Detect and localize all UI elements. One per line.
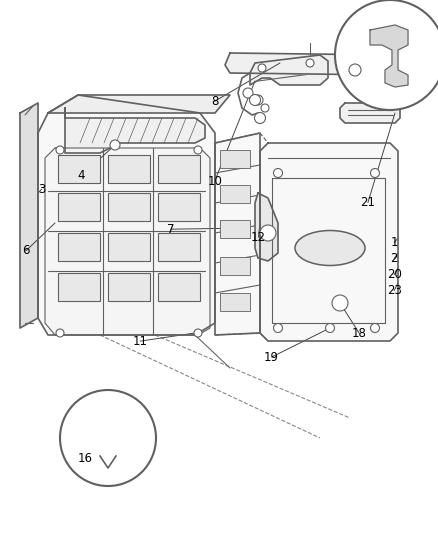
Circle shape <box>258 64 266 72</box>
Text: 21: 21 <box>360 196 375 209</box>
Polygon shape <box>38 95 215 335</box>
Circle shape <box>332 295 348 311</box>
Circle shape <box>349 64 361 76</box>
Polygon shape <box>45 148 210 335</box>
Polygon shape <box>260 143 398 341</box>
Text: 2: 2 <box>390 252 398 265</box>
Bar <box>158 155 200 183</box>
Bar <box>220 293 250 311</box>
Circle shape <box>243 88 253 98</box>
Text: 8: 8 <box>211 95 218 108</box>
Text: 18: 18 <box>352 327 367 340</box>
Text: 1: 1 <box>390 236 398 249</box>
Circle shape <box>253 95 263 105</box>
Polygon shape <box>48 95 230 113</box>
Circle shape <box>194 329 202 337</box>
Bar <box>108 273 150 301</box>
Polygon shape <box>65 108 205 153</box>
Polygon shape <box>225 53 395 75</box>
Text: 19: 19 <box>264 351 279 364</box>
Text: 4: 4 <box>77 169 85 182</box>
Bar <box>158 233 200 261</box>
Text: 11: 11 <box>133 335 148 348</box>
Circle shape <box>56 146 64 154</box>
Circle shape <box>110 140 120 150</box>
Circle shape <box>371 168 379 177</box>
Polygon shape <box>340 103 400 123</box>
Bar <box>158 273 200 301</box>
Text: 3: 3 <box>38 183 45 196</box>
Bar <box>58 155 100 183</box>
Polygon shape <box>215 133 260 335</box>
Bar <box>220 257 250 275</box>
Polygon shape <box>250 55 328 85</box>
Circle shape <box>385 59 395 69</box>
Circle shape <box>254 112 265 124</box>
Bar <box>108 155 150 183</box>
Bar <box>108 193 150 221</box>
Bar <box>220 220 250 238</box>
Circle shape <box>260 225 276 241</box>
Circle shape <box>194 146 202 154</box>
Circle shape <box>261 104 269 112</box>
Circle shape <box>250 94 261 106</box>
Ellipse shape <box>295 230 365 265</box>
Bar <box>108 233 150 261</box>
Polygon shape <box>370 25 408 87</box>
Polygon shape <box>255 193 278 261</box>
Circle shape <box>273 168 283 177</box>
Circle shape <box>56 329 64 337</box>
Bar <box>220 150 250 168</box>
Circle shape <box>60 390 156 486</box>
Polygon shape <box>20 103 38 328</box>
Circle shape <box>306 59 314 67</box>
Text: 6: 6 <box>22 244 30 257</box>
Circle shape <box>371 324 379 333</box>
Circle shape <box>335 0 438 110</box>
Bar <box>158 193 200 221</box>
Circle shape <box>325 324 335 333</box>
Text: 20: 20 <box>387 268 402 281</box>
Bar <box>58 273 100 301</box>
Text: 23: 23 <box>387 284 402 297</box>
Circle shape <box>273 324 283 333</box>
Text: 10: 10 <box>207 175 222 188</box>
Bar <box>58 233 100 261</box>
Text: 7: 7 <box>167 223 175 236</box>
Bar <box>220 185 250 203</box>
Bar <box>58 193 100 221</box>
Text: 12: 12 <box>251 231 266 244</box>
Text: 16: 16 <box>78 452 93 465</box>
